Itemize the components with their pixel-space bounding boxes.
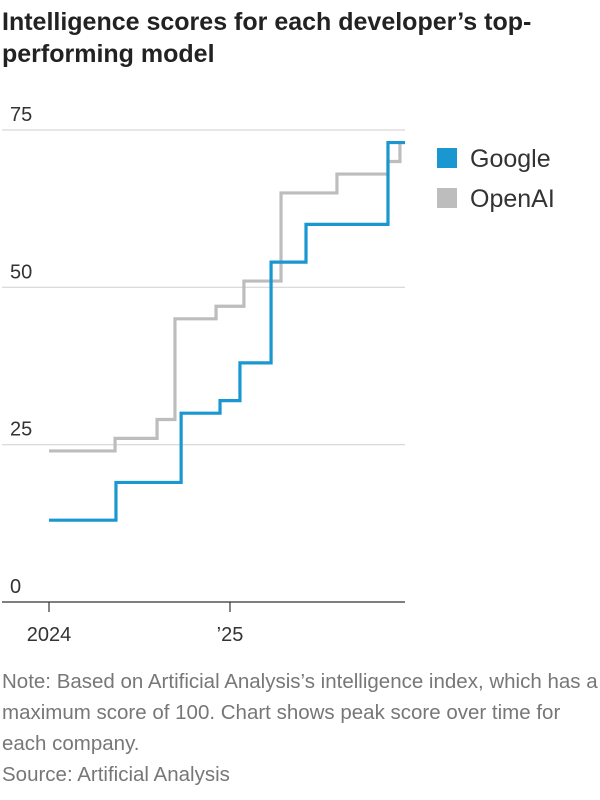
y-tick-label: 0 [10,576,21,598]
line-series [49,140,405,522]
line-series [49,140,405,453]
y-tick-label: 50 [10,261,32,283]
x-tick-label: ’25 [217,624,244,646]
chart-title: Intelligence scores for each developer’s… [2,8,532,68]
y-tick-label: 75 [10,104,32,126]
legend-label: OpenAI [470,185,555,213]
chart: 0 25 50 75 2024 ’25 Google OpenAI [2,104,555,646]
legend-label: Google [470,145,551,173]
y-tick-label: 25 [10,419,32,441]
legend-swatch [437,148,457,168]
notes: Note: Based on Artificial Analysis’s int… [2,666,598,790]
x-tick-label: 2024 [27,624,72,646]
legend-swatch [437,188,457,208]
source: Source: Artificial Analysis [2,763,230,786]
note: Note: Based on Artificial Analysis’s int… [2,670,598,755]
